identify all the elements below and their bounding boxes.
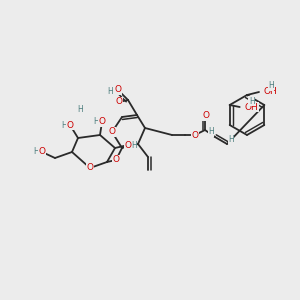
Text: H: H bbox=[249, 97, 255, 106]
Text: H: H bbox=[208, 128, 214, 136]
Text: O: O bbox=[202, 112, 209, 121]
Text: O: O bbox=[98, 118, 106, 127]
Text: O: O bbox=[115, 85, 122, 94]
Text: O: O bbox=[191, 130, 199, 140]
Text: O: O bbox=[116, 98, 122, 106]
Text: O: O bbox=[191, 130, 199, 140]
Text: H: H bbox=[93, 118, 99, 127]
Text: OH: OH bbox=[245, 103, 258, 112]
Text: O: O bbox=[98, 118, 106, 127]
Text: O: O bbox=[116, 98, 122, 106]
Text: H: H bbox=[33, 148, 39, 157]
Text: H: H bbox=[131, 140, 137, 149]
Text: O: O bbox=[112, 155, 119, 164]
Text: O: O bbox=[109, 128, 116, 136]
Text: O: O bbox=[38, 148, 46, 157]
Text: O: O bbox=[67, 121, 73, 130]
Text: OH: OH bbox=[264, 88, 278, 97]
Text: O: O bbox=[67, 121, 73, 130]
Text: H: H bbox=[268, 82, 274, 91]
Text: H: H bbox=[61, 121, 67, 130]
Text: O: O bbox=[86, 164, 94, 172]
Text: H: H bbox=[77, 106, 83, 115]
Text: H: H bbox=[228, 134, 234, 143]
Text: O: O bbox=[124, 140, 131, 149]
Text: O: O bbox=[86, 164, 94, 172]
Text: O: O bbox=[115, 85, 122, 94]
Text: O: O bbox=[112, 155, 119, 164]
Text: O: O bbox=[38, 148, 46, 157]
Text: O: O bbox=[202, 112, 209, 121]
Text: H: H bbox=[107, 88, 113, 97]
Text: O: O bbox=[109, 128, 116, 136]
Text: O: O bbox=[124, 140, 131, 149]
